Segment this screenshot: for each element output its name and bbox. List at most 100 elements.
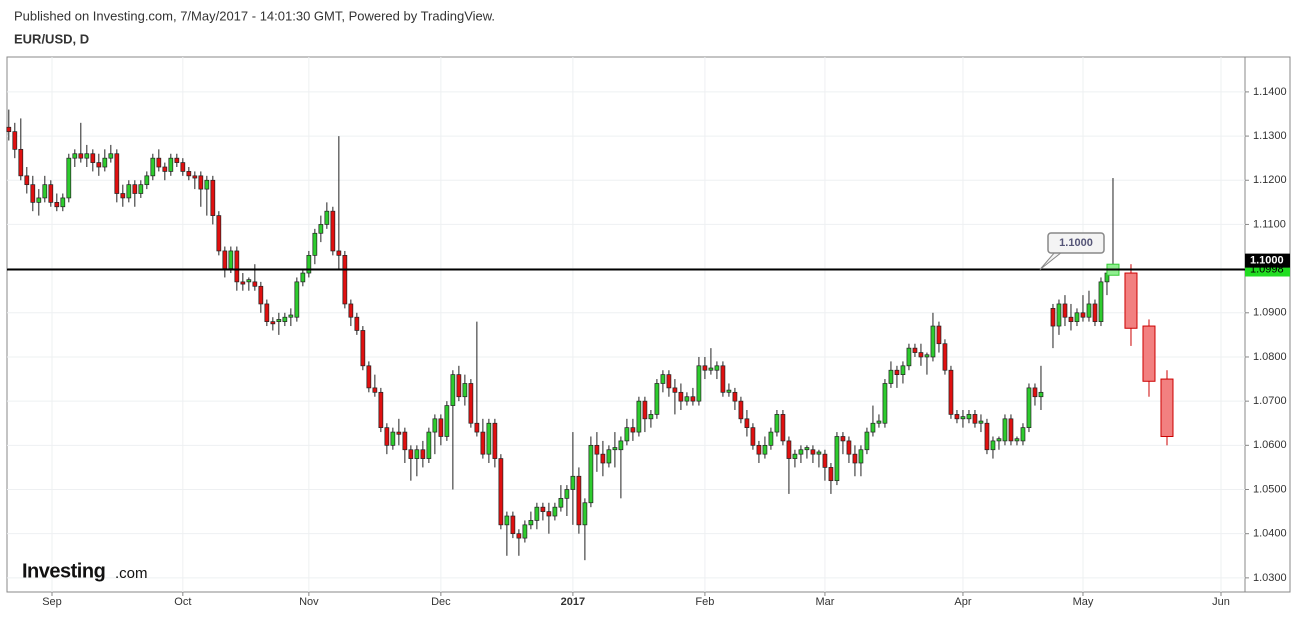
y-tick-label: 1.0500 (1253, 483, 1287, 495)
candle-body (204, 179, 210, 190)
candle-body (708, 367, 714, 371)
candle-body (18, 148, 24, 177)
candle-body (804, 447, 810, 451)
candle-body (300, 272, 306, 283)
candle-body (252, 281, 258, 287)
x-tick-label: Nov (299, 596, 319, 608)
candle-body (240, 281, 246, 285)
candle-body (1056, 303, 1062, 327)
x-tick-label: Sep (42, 596, 62, 608)
candle-body (984, 422, 990, 451)
candle-body (462, 383, 468, 398)
y-tick-label: 1.0800 (1253, 351, 1287, 363)
candle-body (930, 325, 936, 358)
candle-body (1062, 303, 1068, 318)
candle-body (390, 431, 396, 446)
candle-body (798, 449, 804, 455)
candle-body (702, 365, 708, 371)
candle-body (258, 285, 264, 305)
candle-body (1092, 303, 1098, 322)
candle-body (132, 184, 138, 194)
candle-body (816, 451, 822, 455)
candle-body (834, 436, 840, 482)
candle-body (1124, 272, 1138, 329)
candle-body (228, 250, 234, 269)
candle-body (522, 524, 528, 539)
candle-body (150, 157, 156, 177)
candle-body (570, 475, 576, 490)
y-tick-label: 1.1100 (1253, 218, 1286, 230)
candle-body (6, 126, 12, 133)
candle-body (642, 400, 648, 420)
candle-body (468, 383, 474, 424)
candle-body (372, 387, 378, 393)
candle-body (546, 511, 552, 517)
candle-body (384, 427, 390, 446)
candle-body (162, 166, 168, 172)
candle-body (102, 157, 108, 168)
candle-body (534, 506, 540, 521)
candle-body (408, 449, 414, 459)
candle-body (270, 321, 276, 325)
candle-body (882, 383, 888, 424)
candle-body (1074, 312, 1080, 322)
candle-body (1068, 316, 1074, 322)
candle-body (366, 365, 372, 389)
candle-body (756, 444, 762, 455)
candle-body (54, 201, 60, 208)
candle-body (600, 453, 606, 464)
candle-body (78, 153, 84, 159)
candle-body (144, 175, 150, 186)
candle-body (810, 449, 816, 455)
candle-body (1032, 387, 1038, 398)
candle-body (972, 414, 978, 424)
candle-body (1014, 438, 1020, 442)
candle-body (1142, 325, 1156, 382)
candle-body (354, 316, 360, 331)
candle-body (858, 449, 864, 464)
candle-body (168, 157, 174, 172)
candle-body (324, 210, 330, 225)
candle-body (1160, 378, 1174, 437)
candle-body (288, 314, 294, 318)
x-tick-label: Apr (954, 596, 971, 608)
candle-body (96, 162, 102, 168)
candle-body (558, 497, 564, 508)
candle-body (660, 374, 666, 384)
candle-body (906, 347, 912, 367)
candle-body (342, 255, 348, 305)
candle-body (744, 418, 750, 429)
candle-body (114, 153, 120, 194)
candle-body (900, 365, 906, 375)
candle-body (1008, 418, 1014, 442)
candle-body (60, 197, 66, 208)
candle-body (654, 383, 660, 415)
candle-body (750, 427, 756, 446)
candle-body (420, 449, 426, 459)
marker-tag-label: 1.1000 (1250, 255, 1284, 267)
callout-pointer (1039, 251, 1064, 270)
candle-body (738, 400, 744, 420)
candle-body (960, 416, 966, 420)
candle-body (282, 316, 288, 322)
candle-body (648, 414, 654, 420)
candle-body (120, 193, 126, 199)
candle-body (438, 418, 444, 437)
candle-body (606, 449, 612, 464)
candle-body (492, 422, 498, 459)
candle-body (30, 184, 36, 203)
candle-body (852, 453, 858, 464)
candle-body (276, 319, 282, 322)
candle-body (576, 475, 582, 526)
candle-body (486, 422, 492, 455)
candle-body (912, 347, 918, 353)
candle-body (672, 387, 678, 393)
candle-body (498, 458, 504, 526)
candle-body (90, 153, 96, 163)
candle-body (918, 352, 924, 358)
chart-title: EUR/USD, D (14, 31, 89, 46)
candle-body (216, 215, 222, 252)
y-tick-label: 1.1200 (1253, 174, 1287, 186)
candle-body (516, 533, 522, 539)
candle-body (630, 427, 636, 433)
